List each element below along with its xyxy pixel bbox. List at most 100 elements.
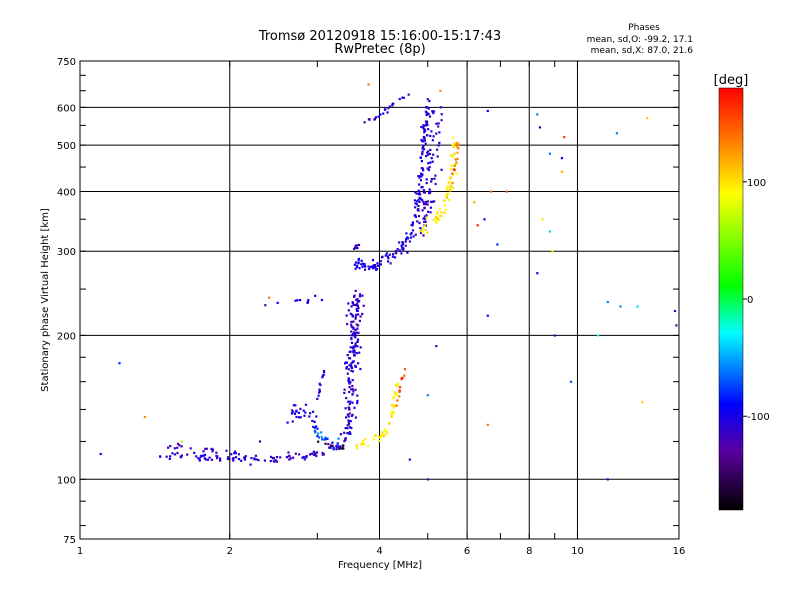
data-point <box>285 456 288 459</box>
data-point <box>427 168 430 172</box>
data-point <box>143 416 146 419</box>
data-point <box>321 438 324 441</box>
data-point <box>452 168 455 171</box>
colorbar-tick-label: 0 <box>747 295 753 306</box>
colorbar-tick-label: 100 <box>747 178 766 189</box>
data-point <box>379 260 382 263</box>
data-point <box>433 200 436 203</box>
data-point <box>449 154 452 157</box>
data-point <box>428 188 431 191</box>
data-point <box>426 200 430 203</box>
data-point <box>356 399 359 403</box>
y-tick-labels: 75 100 200 300 400 500 600 750 <box>57 57 76 546</box>
data-point <box>388 105 391 108</box>
data-point <box>606 300 609 304</box>
data-point <box>449 176 452 179</box>
data-point <box>384 433 387 436</box>
data-point <box>350 330 353 333</box>
data-point <box>233 452 236 455</box>
data-point <box>350 362 353 365</box>
data-point <box>445 195 448 198</box>
data-point <box>405 232 408 235</box>
data-point <box>195 455 198 458</box>
data-point <box>386 430 389 433</box>
data-point <box>353 351 356 354</box>
data-point <box>240 459 243 462</box>
data-point <box>263 459 266 462</box>
data-point <box>349 346 352 349</box>
data-point <box>423 131 426 134</box>
data-point <box>354 336 357 339</box>
data-point <box>404 244 407 247</box>
data-point <box>352 331 356 334</box>
data-point <box>317 436 321 439</box>
data-point <box>406 237 409 240</box>
data-point <box>421 152 424 155</box>
data-point <box>373 265 376 268</box>
data-point <box>346 424 349 427</box>
data-point <box>306 300 309 304</box>
data-point <box>348 403 351 406</box>
data-point <box>423 215 426 218</box>
data-point <box>294 404 297 407</box>
data-point <box>275 460 279 463</box>
data-point <box>373 264 377 267</box>
data-point <box>427 162 430 165</box>
data-point <box>673 309 677 313</box>
data-point <box>382 112 385 115</box>
data-point <box>421 147 424 150</box>
data-point <box>443 199 446 203</box>
data-point <box>431 139 434 142</box>
data-point <box>394 256 397 259</box>
data-point <box>356 402 359 405</box>
data-point <box>318 390 321 393</box>
data-point <box>424 220 427 223</box>
data-point <box>377 264 381 267</box>
data-point <box>403 374 406 377</box>
data-point <box>619 305 622 308</box>
data-point <box>433 218 436 221</box>
data-point <box>414 202 417 205</box>
colorbar-label: [deg] <box>714 73 749 88</box>
data-point <box>350 365 353 368</box>
data-point <box>274 459 277 462</box>
data-point <box>439 106 442 109</box>
data-point <box>405 238 408 241</box>
data-point <box>345 361 348 364</box>
data-point <box>422 126 425 129</box>
data-point <box>310 452 313 455</box>
y-tick-label: 750 <box>57 57 76 68</box>
data-point <box>355 298 358 301</box>
data-point <box>569 380 573 383</box>
data-point <box>359 367 362 371</box>
data-point <box>362 443 365 446</box>
data-point <box>437 122 440 125</box>
data-point <box>536 113 539 116</box>
stats-x-mode: mean, sd,X: 87.0, 21.6 <box>591 46 694 56</box>
data-point <box>394 249 397 253</box>
data-point <box>320 298 323 302</box>
data-point <box>348 432 351 435</box>
data-point <box>343 388 346 391</box>
data-point <box>203 453 207 456</box>
data-point <box>428 100 431 103</box>
data-point <box>255 458 258 461</box>
data-point <box>357 300 360 303</box>
data-point <box>421 185 424 189</box>
data-point <box>354 261 358 264</box>
data-point <box>354 245 357 249</box>
data-point <box>355 308 358 311</box>
data-point <box>420 172 423 175</box>
data-point <box>392 253 395 256</box>
data-point <box>324 442 327 445</box>
data-point <box>287 454 291 457</box>
data-point <box>427 128 430 131</box>
data-point <box>356 298 359 301</box>
data-point <box>402 248 405 251</box>
data-point <box>394 391 397 394</box>
data-point <box>349 426 352 429</box>
data-point <box>356 338 360 341</box>
data-point <box>357 243 361 246</box>
data-point <box>354 388 357 391</box>
data-point <box>347 415 350 418</box>
